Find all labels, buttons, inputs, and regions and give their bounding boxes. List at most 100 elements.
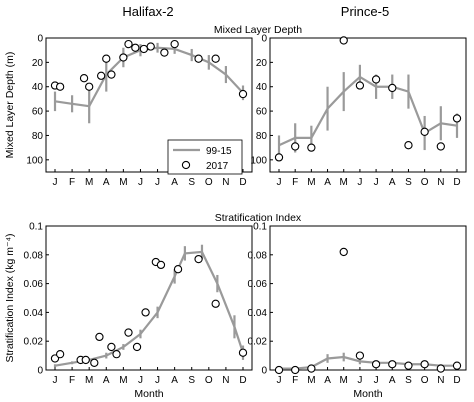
observation-point [291, 142, 300, 151]
axis-frame [269, 225, 467, 371]
y-tick-label: 0.06 [24, 279, 44, 290]
row-title-mld: Mixed Layer Depth [214, 24, 302, 36]
x-axis-label: Month [353, 388, 382, 400]
x-tick-label: M [340, 177, 348, 188]
observation-point [102, 54, 111, 63]
x-tick-label: S [405, 177, 412, 188]
y-tick-label: 0 [37, 34, 43, 45]
x-tick-label: M [85, 375, 93, 386]
observation-point [339, 36, 348, 45]
x-tick-label: F [69, 375, 75, 386]
x-tick-label: N [222, 177, 229, 188]
observation-point [124, 328, 133, 337]
y-tick-label: 0.1 [29, 222, 43, 233]
y-tick-label: 0.02 [248, 337, 268, 348]
observation-point [355, 351, 365, 360]
observation-point [146, 42, 155, 51]
x-tick-label: F [292, 375, 298, 386]
observation-point [238, 348, 248, 357]
observation-point [141, 308, 150, 317]
y-tick-label: 100 [250, 155, 267, 166]
y-axis-label: Mixed Layer Depth (m) [4, 52, 16, 159]
observation-point [420, 127, 429, 136]
observation-point [95, 332, 104, 342]
x-tick-label: A [389, 177, 396, 188]
y-tick-label: 0.06 [248, 279, 268, 290]
x-tick-label: N [437, 375, 444, 386]
observation-point [238, 89, 248, 99]
observation-point [436, 364, 445, 373]
x-tick-label: D [453, 177, 460, 188]
y-tick-label: 0.04 [24, 308, 44, 319]
axis-frame [45, 37, 253, 173]
observation-point [307, 364, 316, 373]
observation-point [339, 247, 348, 257]
x-tick-label: M [85, 177, 93, 188]
x-tick-label: O [421, 177, 429, 188]
y-tick-label: 0.08 [248, 250, 268, 261]
series-line-climatology [279, 355, 457, 370]
y-tick-label: 0 [261, 34, 267, 45]
x-tick-label: J [357, 177, 362, 188]
x-tick-label: J [357, 375, 362, 386]
observation-point [96, 71, 106, 80]
y-tick-label: 40 [256, 82, 268, 93]
y-tick-label: 0.08 [24, 250, 44, 261]
x-tick-label: D [239, 375, 246, 386]
x-tick-label: A [171, 177, 178, 188]
observation-point [131, 43, 140, 52]
x-tick-label: M [119, 375, 127, 386]
x-tick-label: F [69, 177, 75, 188]
observation-point [170, 39, 179, 49]
x-tick-label: S [188, 375, 195, 386]
x-tick-label: J [53, 177, 58, 188]
y-tick-label: 20 [256, 58, 268, 69]
observation-point [132, 342, 142, 352]
observation-point [211, 299, 220, 308]
y-tick-label: 0 [37, 366, 43, 377]
x-tick-label: A [103, 375, 110, 386]
x-tick-label: M [119, 177, 127, 188]
observation-point [160, 48, 169, 57]
x-tick-label: A [103, 177, 110, 188]
x-tick-label: J [374, 375, 379, 386]
legend-box [167, 139, 243, 175]
series-line-climatology [54, 250, 245, 367]
x-tick-label: A [171, 375, 178, 386]
observation-point [194, 54, 203, 63]
observation-point [173, 265, 183, 274]
axis-frame [269, 37, 467, 173]
y-tick-label: 80 [256, 131, 268, 142]
observation-point [90, 358, 99, 367]
y-tick-label: 80 [32, 131, 44, 142]
y-tick-label: 20 [32, 58, 44, 69]
column-title-prince: Prince-5 [341, 4, 389, 19]
y-tick-label: 100 [26, 155, 43, 166]
observation-point [388, 83, 397, 93]
observation-point [404, 361, 413, 370]
x-tick-label: M [340, 375, 348, 386]
observation-point [85, 82, 94, 91]
y-tick-label: 40 [32, 82, 44, 93]
y-tick-label: 0.04 [248, 308, 268, 319]
observation-point [55, 82, 65, 91]
observation-point [156, 260, 166, 270]
column-title-halifax: Halifax-2 [122, 4, 173, 19]
observation-point [81, 355, 90, 365]
x-tick-label: J [138, 177, 143, 188]
x-tick-label: A [389, 375, 396, 386]
observation-point [50, 354, 60, 363]
x-tick-label: J [277, 375, 282, 386]
y-tick-label: 0.02 [24, 337, 44, 348]
axis-frame [45, 225, 253, 371]
observation-point [371, 360, 381, 369]
x-tick-label: S [405, 375, 412, 386]
x-tick-label: D [453, 375, 460, 386]
x-tick-label: J [155, 177, 160, 188]
observation-point [119, 53, 128, 62]
observation-point [274, 365, 284, 375]
x-tick-label: A [324, 375, 331, 386]
observation-point [420, 360, 429, 369]
observation-point [291, 365, 300, 375]
